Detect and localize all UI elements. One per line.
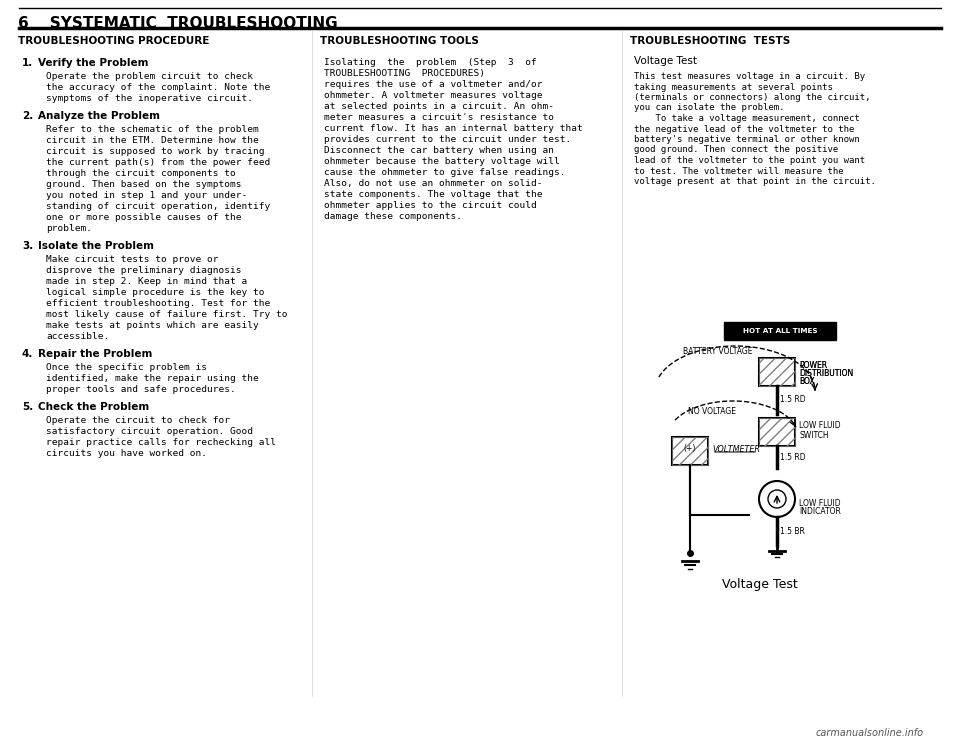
- Text: lead of the voltmeter to the point you want: lead of the voltmeter to the point you w…: [634, 156, 865, 165]
- Text: most likely cause of failure first. Try to: most likely cause of failure first. Try …: [46, 310, 287, 319]
- Text: standing of circuit operation, identify: standing of circuit operation, identify: [46, 202, 271, 211]
- Text: make tests at points which are easily: make tests at points which are easily: [46, 321, 259, 330]
- Text: damage these components.: damage these components.: [324, 212, 462, 221]
- Text: meter measures a circuit's resistance to: meter measures a circuit's resistance to: [324, 113, 554, 122]
- Text: Verify the Problem: Verify the Problem: [38, 58, 149, 68]
- Text: Isolate the Problem: Isolate the Problem: [38, 241, 154, 251]
- Text: BOX: BOX: [799, 377, 815, 386]
- Text: DISTRIBUTION: DISTRIBUTION: [799, 369, 853, 378]
- Text: 4.: 4.: [22, 349, 34, 359]
- Text: circuit in the ETM. Determine how the: circuit in the ETM. Determine how the: [46, 136, 259, 145]
- Text: provides current to the circuit under test.: provides current to the circuit under te…: [324, 135, 571, 144]
- Text: 6    SYSTEMATIC  TROUBLESHOOTING: 6 SYSTEMATIC TROUBLESHOOTING: [18, 16, 338, 31]
- Text: LOW FLUID: LOW FLUID: [799, 498, 841, 507]
- Text: at selected points in a circuit. An ohm-: at selected points in a circuit. An ohm-: [324, 102, 554, 111]
- Text: (terminals or connectors) along the circuit,: (terminals or connectors) along the circ…: [634, 93, 871, 102]
- Text: SWITCH: SWITCH: [799, 431, 828, 440]
- Text: through the circuit components to: through the circuit components to: [46, 169, 236, 178]
- Text: to test. The voltmeter will measure the: to test. The voltmeter will measure the: [634, 166, 844, 175]
- Text: (+): (+): [684, 445, 696, 454]
- Text: symptoms of the inoperative circuit.: symptoms of the inoperative circuit.: [46, 94, 253, 103]
- Text: Isolating  the  problem  (Step  3  of: Isolating the problem (Step 3 of: [324, 58, 537, 67]
- Text: INDICATOR: INDICATOR: [799, 507, 841, 515]
- Text: 1.: 1.: [22, 58, 34, 68]
- Text: ohmmeter. A voltmeter measures voltage: ohmmeter. A voltmeter measures voltage: [324, 91, 542, 100]
- Text: identified, make the repair using the: identified, make the repair using the: [46, 374, 259, 383]
- Text: POWER: POWER: [799, 362, 828, 371]
- FancyBboxPatch shape: [759, 418, 795, 446]
- Text: Voltage Test: Voltage Test: [634, 56, 697, 66]
- Text: This test measures voltage in a circuit. By: This test measures voltage in a circuit.…: [634, 72, 865, 81]
- Text: TROUBLESHOOTING TOOLS: TROUBLESHOOTING TOOLS: [320, 36, 479, 46]
- Text: disprove the preliminary diagnosis: disprove the preliminary diagnosis: [46, 266, 242, 275]
- Text: Voltage Test: Voltage Test: [722, 578, 798, 591]
- FancyBboxPatch shape: [672, 437, 708, 465]
- Text: 3.: 3.: [22, 241, 34, 251]
- Text: efficient troubleshooting. Test for the: efficient troubleshooting. Test for the: [46, 299, 271, 308]
- Text: Make circuit tests to prove or: Make circuit tests to prove or: [46, 255, 219, 264]
- Text: one or more possible causes of the: one or more possible causes of the: [46, 213, 242, 222]
- Text: you can isolate the problem.: you can isolate the problem.: [634, 104, 784, 113]
- FancyBboxPatch shape: [724, 322, 836, 340]
- Text: Operate the circuit to check for: Operate the circuit to check for: [46, 416, 230, 425]
- Text: requires the use of a voltmeter and/or: requires the use of a voltmeter and/or: [324, 80, 542, 89]
- Text: Refer to the schematic of the problem: Refer to the schematic of the problem: [46, 125, 259, 134]
- Text: ground. Then based on the symptoms: ground. Then based on the symptoms: [46, 180, 242, 189]
- Text: the current path(s) from the power feed: the current path(s) from the power feed: [46, 158, 271, 167]
- Text: cause the ohmmeter to give false readings.: cause the ohmmeter to give false reading…: [324, 168, 565, 177]
- Text: proper tools and safe procedures.: proper tools and safe procedures.: [46, 385, 236, 394]
- Text: Repair the Problem: Repair the Problem: [38, 349, 153, 359]
- Text: logical simple procedure is the key to: logical simple procedure is the key to: [46, 288, 265, 297]
- Text: battery's negative terminal or other known: battery's negative terminal or other kno…: [634, 135, 860, 144]
- Text: Check the Problem: Check the Problem: [38, 402, 149, 412]
- Text: made in step 2. Keep in mind that a: made in step 2. Keep in mind that a: [46, 277, 248, 286]
- Text: Once the specific problem is: Once the specific problem is: [46, 363, 207, 372]
- Text: TROUBLESHOOTING  TESTS: TROUBLESHOOTING TESTS: [630, 36, 790, 46]
- Text: TROUBLESHOOTING  PROCEDURES): TROUBLESHOOTING PROCEDURES): [324, 69, 485, 78]
- Text: circuits you have worked on.: circuits you have worked on.: [46, 449, 207, 458]
- Text: POWER: POWER: [799, 362, 828, 371]
- Text: you noted in step 1 and your under-: you noted in step 1 and your under-: [46, 191, 248, 200]
- Text: DISTRIBUTION: DISTRIBUTION: [799, 369, 853, 378]
- FancyBboxPatch shape: [759, 358, 795, 386]
- Text: voltage present at that point in the circuit.: voltage present at that point in the cir…: [634, 177, 876, 186]
- Text: the negative lead of the voltmeter to the: the negative lead of the voltmeter to th…: [634, 125, 854, 134]
- Text: current flow. It has an internal battery that: current flow. It has an internal battery…: [324, 124, 583, 133]
- Text: satisfactory circuit operation. Good: satisfactory circuit operation. Good: [46, 427, 253, 436]
- Text: 1.5 RD: 1.5 RD: [780, 453, 805, 462]
- Text: NO VOLTAGE: NO VOLTAGE: [688, 407, 736, 416]
- Text: Disconnect the car battery when using an: Disconnect the car battery when using an: [324, 146, 554, 155]
- Text: ohmmeter because the battery voltage will: ohmmeter because the battery voltage wil…: [324, 157, 560, 166]
- Text: carmanualsonline.info: carmanualsonline.info: [816, 728, 924, 738]
- Text: 2.: 2.: [22, 111, 34, 121]
- Text: ohmmeter applies to the circuit could: ohmmeter applies to the circuit could: [324, 201, 537, 210]
- Text: taking measurements at several points: taking measurements at several points: [634, 83, 833, 92]
- Text: BOX: BOX: [799, 377, 815, 386]
- Text: good ground. Then connect the positive: good ground. Then connect the positive: [634, 145, 838, 154]
- Text: VOLTMETER: VOLTMETER: [712, 445, 760, 454]
- Text: 1.5 BR: 1.5 BR: [780, 527, 804, 536]
- Text: repair practice calls for rechecking all: repair practice calls for rechecking all: [46, 438, 276, 447]
- Text: circuit is supposed to work by tracing: circuit is supposed to work by tracing: [46, 147, 265, 156]
- Text: 1.5 RD: 1.5 RD: [780, 395, 805, 404]
- Text: LOW FLUID: LOW FLUID: [799, 421, 841, 430]
- Text: To take a voltage measurement, connect: To take a voltage measurement, connect: [634, 114, 860, 123]
- Text: state components. The voltage that the: state components. The voltage that the: [324, 190, 542, 199]
- Text: BATTERY VOLTAGE: BATTERY VOLTAGE: [684, 347, 753, 356]
- Text: HOT AT ALL TIMES: HOT AT ALL TIMES: [743, 328, 817, 334]
- Text: Analyze the Problem: Analyze the Problem: [38, 111, 160, 121]
- Text: problem.: problem.: [46, 224, 92, 233]
- Text: the accuracy of the complaint. Note the: the accuracy of the complaint. Note the: [46, 83, 271, 92]
- Text: accessible.: accessible.: [46, 332, 109, 341]
- Text: Also, do not use an ohmmeter on solid-: Also, do not use an ohmmeter on solid-: [324, 179, 542, 188]
- Text: 5.: 5.: [22, 402, 34, 412]
- Text: Operate the problem circuit to check: Operate the problem circuit to check: [46, 72, 253, 81]
- Text: TROUBLESHOOTING PROCEDURE: TROUBLESHOOTING PROCEDURE: [18, 36, 209, 46]
